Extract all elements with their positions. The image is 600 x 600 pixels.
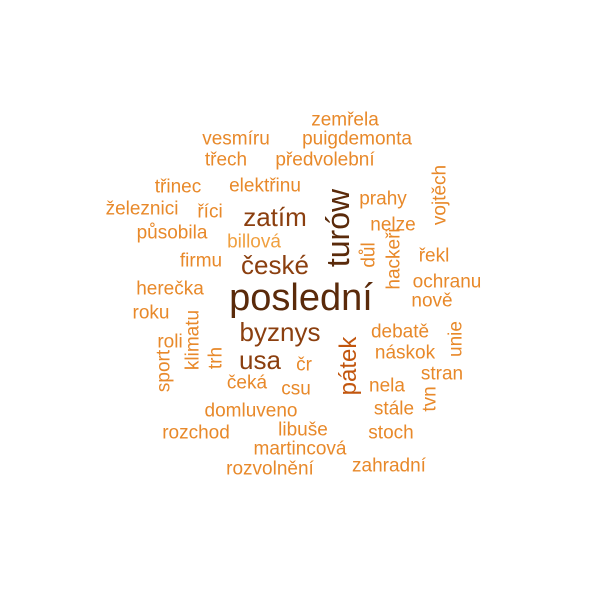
- word-cr: čr: [296, 354, 312, 376]
- word-turow: turów: [320, 188, 356, 268]
- word-firmu: firmu: [179, 250, 223, 272]
- word-trinec: třinec: [154, 176, 202, 198]
- word-unie: unie: [445, 321, 467, 357]
- word-rozchod: rozchod: [162, 422, 230, 444]
- word-posledni: poslední: [229, 277, 373, 319]
- word-stran: stran: [420, 363, 464, 385]
- word-zeleznici: železnici: [105, 198, 179, 220]
- word-rekl: řekl: [418, 245, 450, 267]
- word-vesmiru: vesmíru: [202, 128, 270, 150]
- word-zahradni: zahradní: [352, 455, 426, 477]
- word-vojtech: vojtěch: [429, 164, 451, 226]
- word-usa: usa: [239, 345, 281, 375]
- word-hackeri: hackeři: [383, 228, 405, 290]
- word-dul: důl: [358, 242, 380, 268]
- word-ceske: české: [241, 250, 309, 280]
- word-stoch: stoch: [368, 422, 414, 444]
- word-predvolebni: předvolební: [275, 149, 375, 171]
- word-ceka: čeká: [226, 372, 268, 394]
- word-elektrinu: elektřinu: [229, 175, 301, 197]
- word-tvn: tvn: [419, 386, 441, 412]
- word-roku: roku: [132, 302, 170, 324]
- word-nove: nově: [411, 290, 453, 312]
- word-trh: trh: [205, 346, 227, 370]
- word-roli: roli: [157, 331, 183, 353]
- word-byznys: byznys: [239, 317, 321, 347]
- word-csu: csu: [281, 378, 311, 400]
- word-nela: nela: [369, 375, 405, 397]
- word-puigdemonta: puigdemonta: [302, 128, 412, 150]
- word-patek: pátek: [335, 336, 362, 396]
- word-libuse: libuše: [278, 419, 328, 441]
- word-zemrela: zemřela: [311, 109, 379, 131]
- word-domluveno: domluveno: [204, 400, 298, 422]
- word-sport: sport: [153, 349, 175, 393]
- word-debate: debatě: [370, 321, 430, 343]
- word-nelze: nelze: [370, 214, 416, 236]
- word-martincova: martincová: [253, 438, 347, 460]
- word-herecka: herečka: [136, 278, 204, 300]
- word-ochranu: ochranu: [412, 271, 482, 293]
- word-klimatu: klimatu: [182, 309, 204, 371]
- word-pusobila: působila: [136, 222, 208, 244]
- word-naskok: náskok: [374, 342, 436, 364]
- word-zatim: zatím: [243, 202, 307, 232]
- word-rici: říci: [197, 201, 223, 223]
- word-stale: stále: [373, 398, 415, 420]
- word-prahy: prahy: [359, 188, 407, 210]
- word-billova: billová: [227, 231, 281, 253]
- word-rozvolneni: rozvolnění: [226, 458, 314, 480]
- word-trech: třech: [204, 149, 248, 171]
